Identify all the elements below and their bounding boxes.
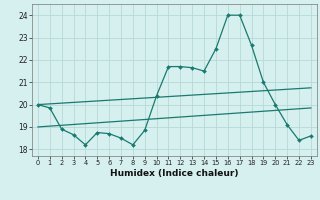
- X-axis label: Humidex (Indice chaleur): Humidex (Indice chaleur): [110, 169, 239, 178]
